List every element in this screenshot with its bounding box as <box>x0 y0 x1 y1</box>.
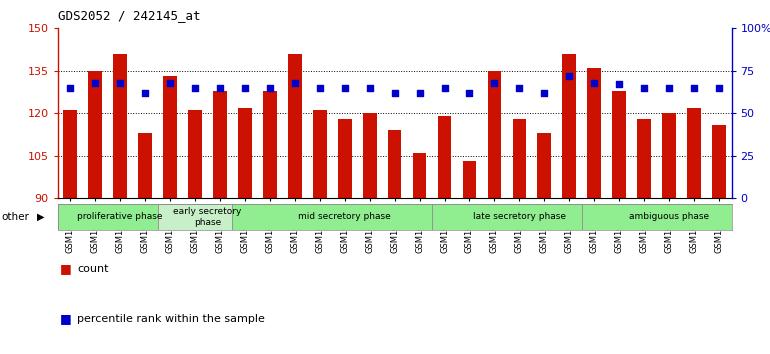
Point <box>488 80 500 86</box>
Bar <box>363 113 377 198</box>
Bar <box>687 108 701 198</box>
Bar <box>437 116 451 198</box>
Point <box>588 80 601 86</box>
Point <box>413 90 426 96</box>
Bar <box>313 110 326 198</box>
Point <box>688 85 700 91</box>
Point <box>214 85 226 91</box>
Bar <box>513 119 526 198</box>
Point <box>239 85 251 91</box>
Point <box>139 90 151 96</box>
Text: other: other <box>2 212 29 222</box>
Bar <box>432 204 582 230</box>
Point <box>663 85 675 91</box>
Point <box>114 80 126 86</box>
Bar <box>213 91 227 198</box>
Bar <box>139 133 152 198</box>
Bar <box>113 54 127 198</box>
Bar <box>537 133 551 198</box>
Bar <box>233 204 432 230</box>
Bar <box>388 130 401 198</box>
Point <box>514 85 526 91</box>
Bar <box>58 204 158 230</box>
Text: ■: ■ <box>60 312 72 325</box>
Point <box>713 85 725 91</box>
Bar <box>188 110 202 198</box>
Bar <box>263 91 276 198</box>
Point <box>464 90 476 96</box>
Point <box>538 90 551 96</box>
Bar <box>487 71 501 198</box>
Text: late secretory phase: late secretory phase <box>473 212 566 221</box>
Bar <box>238 108 252 198</box>
Point <box>438 85 450 91</box>
Bar <box>89 71 102 198</box>
Bar <box>163 76 177 198</box>
Bar <box>463 161 477 198</box>
Text: mid secretory phase: mid secretory phase <box>298 212 391 221</box>
Bar <box>158 204 233 230</box>
Point <box>89 80 102 86</box>
Text: count: count <box>77 264 109 274</box>
Bar <box>582 204 732 230</box>
Bar <box>338 119 352 198</box>
Text: GDS2052 / 242145_at: GDS2052 / 242145_at <box>58 9 200 22</box>
Bar <box>612 91 626 198</box>
Point <box>189 85 201 91</box>
Point <box>64 85 76 91</box>
Point <box>563 73 575 79</box>
Bar <box>288 54 302 198</box>
Point <box>339 85 351 91</box>
Point <box>613 81 625 87</box>
Bar <box>562 54 576 198</box>
Text: percentile rank within the sample: percentile rank within the sample <box>77 314 265 324</box>
Bar <box>588 68 601 198</box>
Text: ambiguous phase: ambiguous phase <box>629 212 709 221</box>
Point <box>638 85 651 91</box>
Bar <box>638 119 651 198</box>
Point <box>388 90 400 96</box>
Text: early secretory
phase: early secretory phase <box>173 207 242 227</box>
Bar <box>712 125 726 198</box>
Text: proliferative phase: proliferative phase <box>77 212 163 221</box>
Point <box>289 80 301 86</box>
Text: ▶: ▶ <box>37 212 45 222</box>
Point <box>164 80 176 86</box>
Bar <box>413 153 427 198</box>
Point <box>363 85 376 91</box>
Bar <box>63 110 77 198</box>
Text: ■: ■ <box>60 263 72 275</box>
Bar <box>662 113 676 198</box>
Point <box>263 85 276 91</box>
Point <box>313 85 326 91</box>
